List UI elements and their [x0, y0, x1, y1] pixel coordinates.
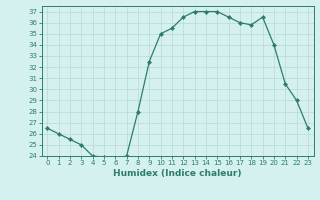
X-axis label: Humidex (Indice chaleur): Humidex (Indice chaleur) [113, 169, 242, 178]
